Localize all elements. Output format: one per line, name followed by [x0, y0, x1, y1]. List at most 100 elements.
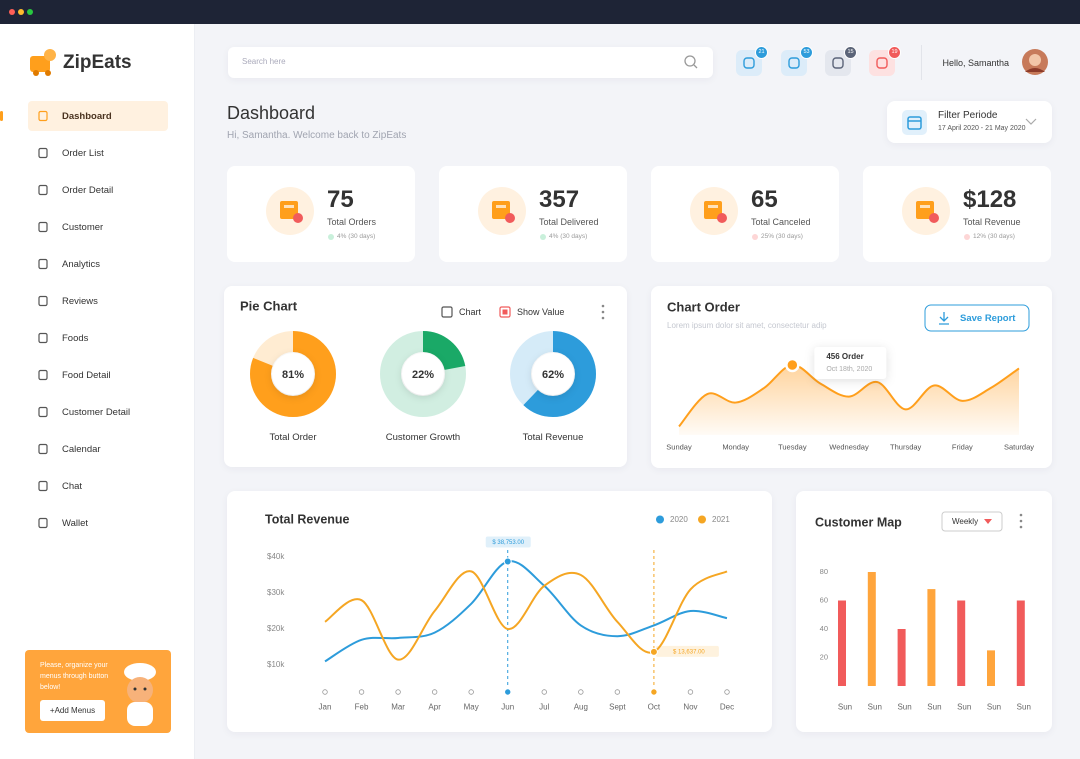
nav-icon: [38, 147, 48, 159]
top-icon[interactable]: 21: [736, 46, 768, 76]
nav-item[interactable]: Order Detail: [28, 175, 168, 205]
logo-icon: [30, 49, 56, 76]
trend-dot: [752, 234, 758, 240]
page-subtitle: Hi, Samantha. Welcome back to ZipEats: [227, 130, 407, 141]
nav-label: Calendar: [62, 444, 101, 455]
nav-label: Dashboard: [62, 111, 112, 122]
search-placeholder: Search here: [242, 57, 286, 66]
nav-item[interactable]: Analytics: [28, 249, 168, 279]
nav-item[interactable]: Foods: [28, 323, 168, 353]
search-box[interactable]: Search here: [228, 47, 713, 78]
stat-card: 75 Total Orders 4% (30 days): [227, 166, 415, 262]
top-icon[interactable]: 53: [781, 46, 813, 76]
nav-item[interactable]: Calendar: [28, 434, 168, 464]
nav-label: Food Detail: [62, 370, 111, 381]
stat-change: 25% (30 days): [761, 233, 803, 240]
sidebar: ZipEats Please, organize your menus thro…: [0, 24, 195, 759]
window-dots: [9, 9, 33, 15]
nav-icon: [38, 110, 48, 122]
stat-change: 4% (30 days): [337, 233, 376, 240]
stat-value: 75: [327, 186, 354, 213]
stat-glyph: [492, 201, 515, 223]
promo-text: Please, organize your menus through butt…: [40, 662, 109, 691]
icon-glyph: [788, 57, 800, 69]
stat-glyph: [280, 201, 303, 223]
stat-label: Total Orders: [327, 217, 377, 227]
active-indicator: [0, 111, 3, 121]
badge: 53: [800, 46, 813, 59]
nav-label: Chat: [62, 481, 83, 492]
trend-dot: [540, 234, 546, 240]
nav-label: Reviews: [62, 296, 98, 307]
stat-icon: [902, 187, 950, 235]
nav-label: Order Detail: [62, 185, 114, 196]
nav-item[interactable]: Chat: [28, 471, 168, 501]
top-icon[interactable]: 19: [869, 46, 901, 76]
filter-periode[interactable]: Filter Periode 17 April 2020 - 21 May 20…: [887, 101, 1052, 143]
nav-icon: [38, 369, 48, 381]
stat-label: Total Canceled: [751, 217, 811, 227]
pie-chart-card: [224, 286, 627, 467]
add-menus-button[interactable]: +Add Menus: [40, 700, 105, 721]
nav-icon: [38, 332, 48, 344]
trend-dot: [328, 234, 334, 240]
calendar-icon: [902, 110, 927, 135]
nav-label: Customer Detail: [62, 407, 131, 418]
nav-icon: [38, 443, 48, 455]
icon-glyph: [876, 57, 888, 69]
nav-item[interactable]: Food Detail: [28, 360, 168, 390]
stat-card: 65 Total Canceled 25% (30 days): [651, 166, 839, 262]
search-icon: [684, 55, 698, 69]
icon-glyph: [832, 57, 844, 69]
stat-card: 357 Total Delivered 4% (30 days): [439, 166, 627, 262]
nav-item[interactable]: Wallet: [28, 508, 168, 538]
nav-icon: [38, 258, 48, 270]
nav-item[interactable]: Customer: [28, 212, 168, 242]
trend-dot: [964, 234, 970, 240]
avatar[interactable]: [1021, 48, 1049, 76]
nav-label: Customer: [62, 222, 104, 233]
window-bar: [0, 0, 1080, 24]
chart-order-card: [651, 286, 1052, 468]
stat-value: $128: [963, 186, 1017, 213]
badge: 21: [755, 46, 768, 59]
nav-icon: [38, 184, 48, 196]
filter-label: Filter Periode: [938, 110, 998, 121]
nav-icon: [38, 221, 48, 233]
nav-item[interactable]: Dashboard: [0, 101, 168, 131]
nav-label: Foods: [62, 333, 89, 344]
nav-label: Order List: [62, 148, 104, 159]
promo: Please, organize your menus through butt…: [25, 650, 171, 733]
nav-item[interactable]: Order List: [28, 138, 168, 168]
page-title: Dashboard: [227, 103, 316, 123]
top-icon[interactable]: 15: [825, 46, 857, 76]
chef-illustration: [124, 663, 156, 726]
badge: 15: [844, 46, 857, 59]
stat-card: $128 Total Revenue 12% (30 days): [863, 166, 1051, 262]
stat-value: 65: [751, 186, 778, 213]
stat-glyph: [704, 201, 727, 223]
filter-range: 17 April 2020 - 21 May 2020: [938, 125, 1026, 132]
stat-icon: [690, 187, 738, 235]
stat-change: 4% (30 days): [549, 233, 588, 240]
badge: 19: [888, 46, 901, 59]
nav-icon: [38, 480, 48, 492]
stat-glyph: [916, 201, 939, 223]
nav-item[interactable]: Customer Detail: [28, 397, 168, 427]
stat-label: Total Delivered: [539, 217, 599, 227]
nav-icon: [38, 406, 48, 418]
icon-glyph: [743, 57, 755, 69]
customer-map-card: [796, 491, 1052, 732]
stat-label: Total Revenue: [963, 217, 1021, 227]
total-revenue-card: [227, 491, 772, 732]
nav-label: Wallet: [62, 518, 89, 529]
stat-icon: [266, 187, 314, 235]
stat-change: 12% (30 days): [973, 233, 1015, 240]
stat-value: 357: [539, 186, 580, 213]
chevron: [1025, 118, 1037, 125]
brand: ZipEats: [63, 52, 132, 73]
nav-item[interactable]: Reviews: [28, 286, 168, 316]
stat-icon: [478, 187, 526, 235]
greeting: Hello, Samantha: [942, 58, 1009, 68]
